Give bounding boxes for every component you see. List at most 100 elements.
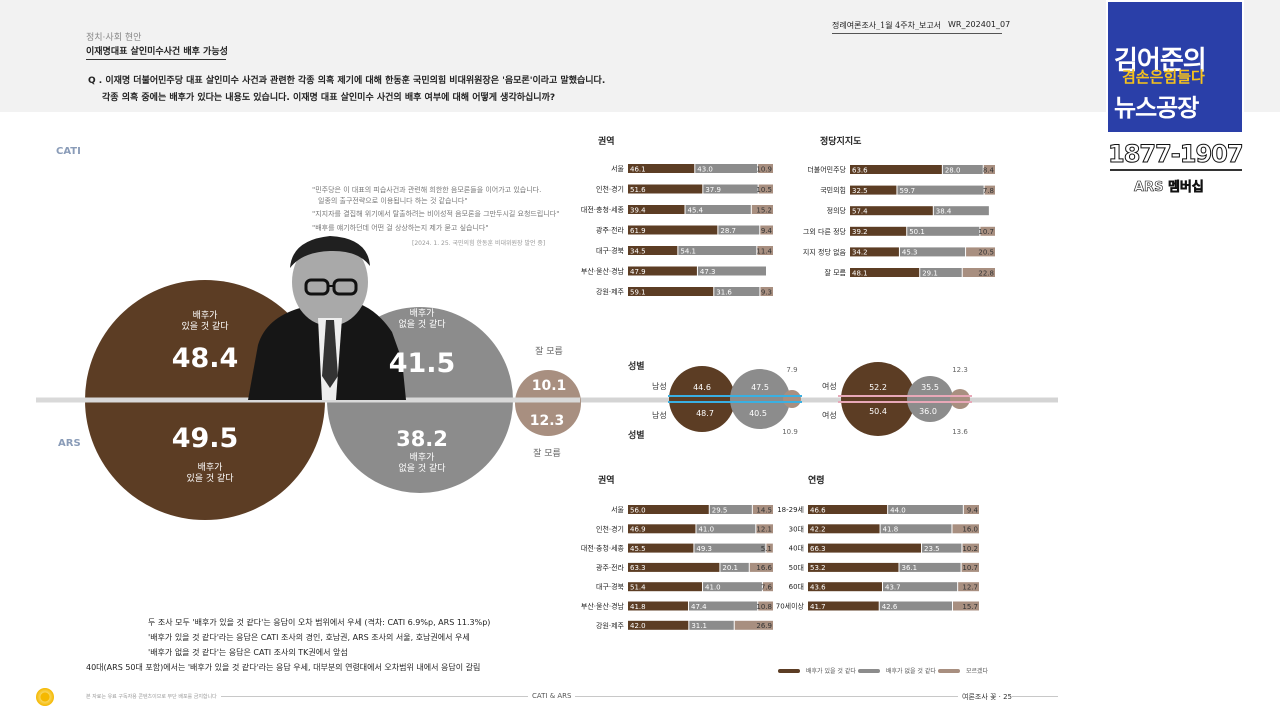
bar-value-label: 42.2 [810,526,826,534]
logo-title: 김어준의 [1114,46,1207,76]
bar-segment [961,562,979,572]
bar-segment [628,562,720,572]
bar-category-label: 인천·경기 [596,185,624,194]
bar-value-label: 48.1 [852,269,868,277]
bar-category-label: 지지 정당 없음 [803,247,847,256]
bar-value-label: 26.9 [756,622,772,630]
bar-value-label: 63.6 [852,166,868,174]
bar-value-label: 16.0 [962,526,978,534]
bar-category-label: 국민의힘 [820,186,846,195]
bar-value-label: 43.6 [810,584,826,592]
gender-title-top: 성별 [628,360,645,372]
bar-value-label: 15.7 [962,603,978,611]
ars-female-dk: 13.6 [952,428,968,436]
bar-value-label: 34.5 [630,247,646,255]
bar-category-label: 서울 [611,505,624,514]
bar-value-label: 10.7 [978,228,994,236]
bar-value-label: 10.7 [962,564,978,572]
dk-bubble [515,370,581,436]
footnote-4: 40대(ARS 50대 포함)에서는 '배후가 있을 것 같다'라는 응답 우세… [86,663,481,672]
bar-category-label: 50대 [789,564,804,572]
bar-category-label: 광주·전라 [596,563,625,572]
bar-value-label: 46.9 [630,526,646,534]
cati-female-dk: 12.3 [952,366,968,374]
bar-segment [709,505,752,514]
header-rule [832,33,1002,34]
bar-value-label: 14.5 [756,506,772,514]
bar-segment [922,543,962,553]
bar-value-label: 51.6 [630,186,646,194]
bar-value-label: 63.3 [630,564,646,572]
page-number: 여론조사 꽃 · 25 [958,692,1013,702]
bar-category-label: 서울 [611,164,624,173]
ars-yes-label-2: 있을 것 같다 [186,472,234,484]
bar-category-label: 부산·울산·경남 [581,267,625,276]
bar-value-label: 47.3 [700,268,716,276]
bar-segment [888,505,963,514]
bar-category-label: 70세이상 [776,602,805,611]
bar-value-label: 16.6 [756,564,772,572]
cati-yes-label-2: 있을 것 같다 [181,320,229,332]
question-line-2: 각종 의혹 중에는 배후가 있다는 내용도 있습니다. 이재명 대표 살인미수 … [102,93,556,103]
bar-segment [879,601,952,611]
bar-value-label: 43.0 [697,165,713,173]
bar-segment [696,524,756,534]
bar-segment [703,184,758,194]
bar-category-label: 인천·경기 [596,524,624,533]
bar-segment [628,601,689,611]
bar-segment [758,164,773,173]
footnote-2: '배후가 있을 것 같다'라는 응답은 CATI 조사의 경인, 호남권, AR… [148,633,470,642]
bar-segment [899,562,961,572]
bar-value-label: 46.1 [630,165,646,173]
question-line-1: Q . 이재명 더불어민주당 대표 살인미수 사건과 관련한 각종 의혹 제기에… [88,76,606,86]
bar-value-label: 50.1 [909,228,925,236]
cati-yes-value: 48.4 [172,343,239,374]
bar-segment [942,165,983,174]
footer-center: CATI & ARS [528,692,576,700]
bar-segment [760,287,773,296]
bar-category-label: 강원·제주 [596,287,625,296]
cati-male-dk: 7.9 [786,366,797,374]
bar-value-label: 29.1 [922,269,938,277]
female-no-bubble [907,376,953,422]
male-label-top: 남성 [652,382,667,391]
bar-value-label: 9.3 [761,288,772,296]
bar-segment [628,225,718,235]
bar-category-label: 60대 [789,583,804,591]
bar-segment [752,505,773,514]
bar-value-label: 54.1 [680,247,696,255]
female-dk-bubble [950,389,970,409]
bar-value-label: 28.7 [720,227,736,235]
bar-segment [952,524,979,534]
ars-label: ARS [58,438,81,449]
quote-line-3: "지지자를 결집해 위기에서 탈출하려는 비이성적 음모론을 그만두시길 요청드… [312,210,560,218]
bar-segment [897,185,984,195]
cati-female-no: 35.5 [921,383,939,392]
bar-segment [756,524,773,534]
bar-value-label: 59.1 [630,288,646,296]
bar-segment [850,247,899,257]
cati-no-label-2: 없을 것 같다 [398,318,446,330]
bar-value-label: 47.4 [691,603,707,611]
male-dk-bubble [783,390,801,408]
bar-segment [628,205,685,214]
bar-value-label: 12.7 [962,584,978,592]
ars-dk-label: 잘 모름 [533,447,561,459]
publication-label: 정례여론조사_1월 4주차_보고서 [832,21,942,30]
bar-segment [850,206,933,216]
bar-segment [689,620,734,630]
cati-dk-label: 잘 모름 [535,345,563,357]
bar-segment [958,582,979,592]
legend-yes-label: 배후가 있을 것 같다 [806,668,856,675]
bar-segment [678,246,757,255]
bar-segment [628,505,709,514]
bar-segment [694,543,766,553]
bar-segment [962,543,979,553]
ars-no-value: 38.2 [396,427,448,451]
bar-category-label: 부산·울산·경남 [581,602,625,611]
bar-segment [966,247,995,257]
bar-value-label: 31.6 [716,288,732,296]
bar-category-label: 40대 [789,545,804,553]
bar-value-label: 10.2 [962,545,978,553]
